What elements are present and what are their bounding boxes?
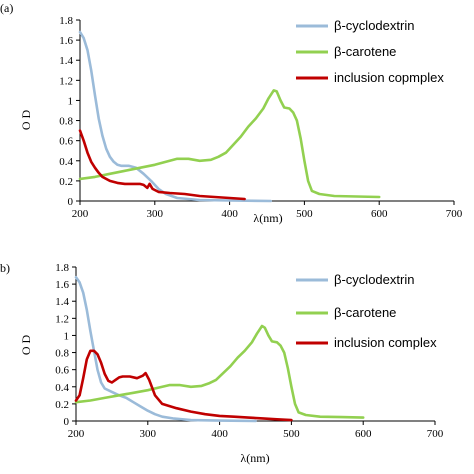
x-tick-label: 400 [211,428,228,440]
y-tick-label: 1.4 [59,55,73,67]
y-tick-label: 0.2 [59,176,73,188]
y-tick-label: 1.2 [55,313,69,325]
y-axis-title: O D [19,335,33,356]
series-line-1 [78,30,272,203]
y-tick-label: 1 [68,95,74,107]
legend-label: β-carotene [334,305,396,320]
series-line-2 [78,89,381,199]
y-tick-label: 0 [64,416,70,428]
x-tick-label: 500 [296,208,313,220]
y-tick-label: 0.6 [59,136,73,148]
x-tick-label: 200 [72,208,89,220]
series-line-3 [74,349,293,422]
y-axis-title: O D [19,110,33,131]
y-tick-label: 0 [68,196,74,208]
legend-label: inclusion complex [334,335,437,350]
y-tick-label: 0.8 [55,348,69,360]
x-tick-label: 300 [140,428,157,440]
x-tick-label: 600 [371,208,388,220]
y-tick-label: 0.2 [55,399,69,411]
y-tick-label: 1.2 [59,75,73,87]
x-tick-label: 500 [283,428,300,440]
y-tick-label: 1.6 [59,35,73,47]
x-tick-label: 400 [221,208,238,220]
legend-label: β-carotene [334,44,396,59]
panel-a: (a) O D λ(nm) 0 0.2 0.4 0.6 0.8 1 1.2 1.4 1.6 1.8… [0,1,463,225]
y-tick-label: 0.6 [55,365,69,377]
series-line-2 [74,324,365,419]
x-tick-label: 600 [355,428,372,440]
x-tick-label: 300 [147,208,164,220]
y-tick-label: 1 [64,330,70,342]
y-tick-label: 0.8 [59,116,73,128]
y-tick-label: 1.8 [55,262,69,274]
panel-label: (a) [0,1,13,15]
y-tick-label: 1.8 [59,15,73,27]
y-tick-label: 0.4 [59,156,73,168]
x-tick-label: 700 [427,428,444,440]
series-line-3 [78,129,246,201]
x-tick-label: 200 [68,428,85,440]
x-tick-label: 700 [446,208,463,220]
legend-label: β-cyclodextrin [334,272,414,287]
x-axis-title: λ(nm) [240,451,269,465]
y-tick-label: 1.4 [55,296,69,308]
panel-label: b) [0,261,10,275]
y-tick-label: 1.6 [55,279,69,291]
legend-label: inclusion copmplex [334,70,444,85]
panel-b: b) O D λ(nm) 0 0.2 0.4 0.6 0.8 1 1.2 1.4 1.6 1.8 2… [0,261,444,465]
legend-label: β-cyclodextrin [334,18,414,33]
y-tick-label: 0.4 [55,382,69,394]
x-axis-title: λ(nm) [253,211,282,225]
